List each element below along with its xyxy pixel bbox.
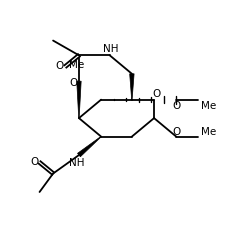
- Text: Me: Me: [201, 127, 216, 137]
- Text: O: O: [30, 156, 38, 167]
- Polygon shape: [77, 137, 101, 157]
- Text: NH: NH: [69, 157, 84, 167]
- Polygon shape: [77, 82, 81, 119]
- Text: O: O: [56, 61, 64, 71]
- Text: Me: Me: [201, 101, 216, 111]
- Text: O: O: [172, 101, 180, 111]
- Text: O: O: [69, 78, 78, 88]
- Polygon shape: [130, 75, 134, 100]
- Text: NH: NH: [103, 44, 119, 54]
- Text: O: O: [172, 127, 180, 137]
- Text: O: O: [152, 89, 161, 99]
- Text: Me: Me: [69, 60, 84, 70]
